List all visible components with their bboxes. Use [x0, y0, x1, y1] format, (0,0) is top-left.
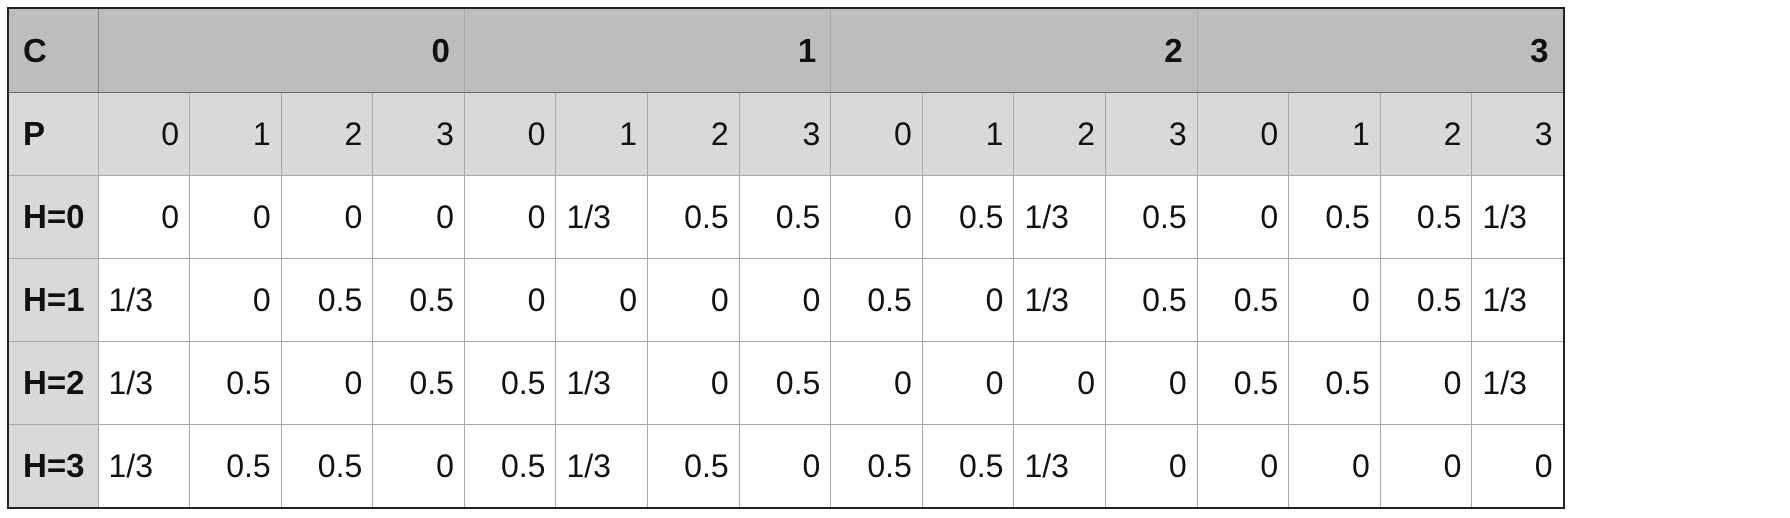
table-cell: 0 [738, 258, 832, 342]
sub-header-p: 2 [280, 92, 374, 176]
table-cell: 0 [1196, 175, 1290, 259]
group-header-c2: 2 [830, 7, 1198, 93]
table-cell: 0.5 [189, 341, 282, 425]
sub-header-p: 0 [1196, 92, 1290, 176]
sub-header-p: 3 [372, 92, 465, 176]
sub-header-p: 0 [463, 92, 557, 176]
table-cell: 0.5 [1379, 175, 1473, 259]
table-cell: 0 [738, 424, 832, 509]
table-cell: 0 [830, 341, 923, 425]
table-cell: 0 [1379, 424, 1473, 509]
table-cell: 0.5 [1105, 258, 1198, 342]
table-cell: 0 [1288, 258, 1381, 342]
group-header-c3: 3 [1196, 7, 1565, 93]
table-cell: 1/3 [1471, 175, 1564, 259]
table-cell: 0.5 [1288, 175, 1381, 259]
table-cell: 0.5 [280, 258, 374, 342]
table-row: H=2 1/3 0.5 0 0.5 0.5 1/3 0 0.5 0 0 0 0 0.5 0.5 0 1/3 [7, 341, 1564, 425]
table-cell: 1/3 [97, 341, 191, 425]
table-cell: 0 [1288, 424, 1381, 509]
sub-header-p: 0 [830, 92, 923, 176]
table-cell: 1/3 [555, 424, 649, 509]
table-cell: 0 [1379, 341, 1473, 425]
table-cell: 0 [1013, 341, 1107, 425]
sub-header-p: 1 [189, 92, 282, 176]
table-cell: 0.5 [1196, 341, 1290, 425]
group-header-c0: 0 [97, 7, 465, 93]
table-cell: 0.5 [1105, 175, 1198, 259]
table-cell: 0.5 [372, 341, 465, 425]
table-cell: 0 [1105, 424, 1198, 509]
table-row: H=1 1/3 0 0.5 0.5 0 0 0 0 0.5 0 1/3 0.5 0.5 0 0.5 1/3 [7, 258, 1564, 342]
table-cell: 1/3 [97, 424, 191, 509]
table-cell: 0.5 [830, 258, 923, 342]
sub-header-p: 2 [647, 92, 740, 176]
row-label: H=2 [7, 341, 99, 425]
table-cell: 0 [280, 175, 374, 259]
sub-header-p: 2 [1379, 92, 1473, 176]
corner-label-p: P [7, 92, 99, 176]
table-cell: 0 [189, 175, 282, 259]
table-cell: 0 [97, 175, 191, 259]
table-cell: 0 [189, 258, 282, 342]
group-header-c1: 1 [463, 7, 832, 93]
table-cell: 0 [1105, 341, 1198, 425]
table-cell: 0.5 [463, 341, 557, 425]
table-cell: 0 [830, 175, 923, 259]
sub-header-p: 2 [1013, 92, 1107, 176]
table-cell: 0 [463, 175, 557, 259]
sub-header-p: 3 [738, 92, 832, 176]
table-cell: 1/3 [1013, 175, 1107, 259]
probability-table: C 0 1 2 3 P 0 1 2 3 0 1 2 3 0 1 2 3 0 1 2 3 H=0 0 0 0 0 0 1/3 0.5 0.5 0… [7, 7, 1565, 509]
table-cell: 0 [555, 258, 649, 342]
table-cell: 0.5 [921, 175, 1015, 259]
table-cell: 1/3 [555, 175, 649, 259]
table-cell: 0.5 [647, 175, 740, 259]
table-cell: 0 [647, 341, 740, 425]
table-cell: 0.5 [280, 424, 374, 509]
table-cell: 0.5 [463, 424, 557, 509]
table-cell: 0.5 [1196, 258, 1290, 342]
table-row: H=3 1/3 0.5 0.5 0 0.5 1/3 0.5 0 0.5 0.5 1/3 0 0 0 0 0 [7, 424, 1564, 509]
table-cell: 0 [463, 258, 557, 342]
table-cell: 0.5 [738, 341, 832, 425]
sub-header-p: 3 [1471, 92, 1564, 176]
table-cell: 0.5 [1379, 258, 1473, 342]
table-cell: 0 [1471, 424, 1564, 509]
table-cell: 0.5 [372, 258, 465, 342]
table-cell: 1/3 [1013, 258, 1107, 342]
table-cell: 0.5 [738, 175, 832, 259]
table-cell: 1/3 [1471, 341, 1564, 425]
table-cell: 1/3 [1013, 424, 1107, 509]
sub-header-p: 1 [555, 92, 649, 176]
table-cell: 0.5 [189, 424, 282, 509]
table-body: C 0 1 2 3 P 0 1 2 3 0 1 2 3 0 1 2 3 0 1 2 3 H=0 0 0 0 0 0 1/3 0.5 0.5 0… [7, 7, 1565, 509]
sub-header-p: 1 [1288, 92, 1381, 176]
sub-header-p: 1 [921, 92, 1015, 176]
row-label: H=3 [7, 424, 99, 509]
corner-label-c: C [7, 7, 99, 93]
table-cell: 0.5 [830, 424, 923, 509]
table-cell: 0 [921, 341, 1015, 425]
table-cell: 0.5 [647, 424, 740, 509]
row-label: H=0 [7, 175, 99, 259]
table-cell: 0 [1196, 424, 1290, 509]
table-cell: 0 [647, 258, 740, 342]
table-cell: 0.5 [921, 424, 1015, 509]
table-cell: 0.5 [1288, 341, 1381, 425]
row-label: H=1 [7, 258, 99, 342]
sub-header-p: 0 [97, 92, 191, 176]
table-cell: 0 [372, 424, 465, 509]
table-cell: 0 [372, 175, 465, 259]
table-cell: 1/3 [1471, 258, 1564, 342]
table-cell: 1/3 [555, 341, 649, 425]
table-cell: 0 [280, 341, 374, 425]
table-cell: 0 [921, 258, 1015, 342]
table-cell: 1/3 [97, 258, 191, 342]
sub-header-p: 3 [1105, 92, 1198, 176]
table-row: H=0 0 0 0 0 0 1/3 0.5 0.5 0 0.5 1/3 0.5 0 0.5 0.5 1/3 [7, 175, 1564, 259]
